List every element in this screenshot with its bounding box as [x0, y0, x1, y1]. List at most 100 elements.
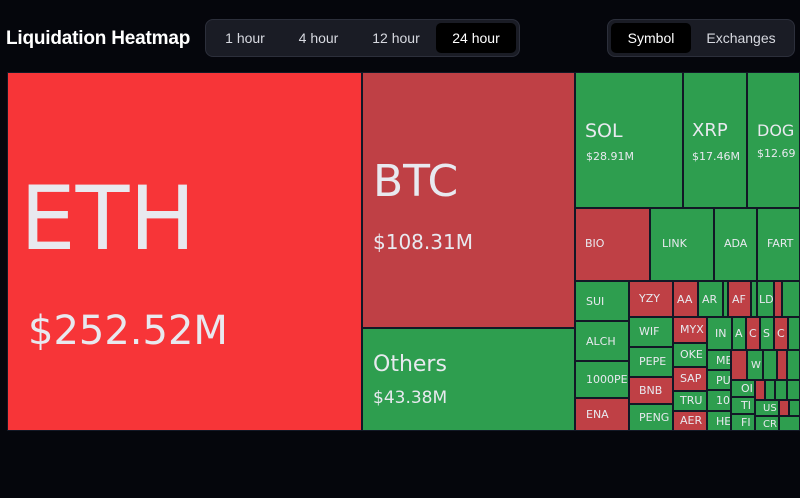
heatmap-tile-btc[interactable]: BTC $108.31M [362, 72, 575, 328]
heatmap-tile-sui[interactable]: SUI [575, 281, 629, 321]
heatmap-tile-small[interactable] [787, 350, 800, 380]
time-filter-group: 1 hour 4 hour 12 hour 24 hour [205, 19, 520, 57]
tile-symbol: ALCH [586, 335, 616, 348]
tile-symbol: BIO [585, 237, 605, 250]
tile-symbol: XRP [692, 120, 728, 141]
heatmap-tile-small[interactable] [775, 380, 787, 400]
view-mode-symbol[interactable]: Symbol [611, 23, 691, 53]
tile-symbol: BNB [639, 384, 663, 397]
heatmap-tile-me[interactable]: ME [707, 350, 731, 370]
heatmap-tile-tru[interactable]: TRU [673, 391, 707, 411]
heatmap-tile-c[interactable]: C [746, 317, 760, 350]
tile-value: $17.46M [692, 150, 740, 163]
heatmap-tile-w[interactable]: W [747, 350, 763, 380]
heatmap-tile-small[interactable] [723, 281, 728, 317]
tile-value: $12.69 [757, 147, 796, 160]
heatmap-tile-us[interactable]: US [755, 400, 779, 416]
heatmap-tile-aa[interactable]: AA [673, 281, 698, 317]
time-filter-1-hour[interactable]: 1 hour [225, 30, 265, 46]
tile-value: $108.31M [373, 230, 473, 254]
heatmap-tile-small[interactable] [755, 380, 765, 400]
heatmap-tile-he[interactable]: HE [707, 411, 731, 431]
heatmap-tile-alch[interactable]: ALCH [575, 321, 629, 361]
heatmap-tile-small[interactable] [731, 350, 747, 380]
tile-symbol: MYX [680, 323, 704, 336]
tile-symbol: LD [759, 293, 774, 306]
heatmap-tile-a[interactable]: A [732, 317, 746, 350]
tile-symbol: SOL [585, 120, 623, 142]
heatmap-tile-pepe[interactable]: PEPE [629, 347, 673, 377]
tile-symbol: AER [680, 414, 703, 427]
heatmap-tile-ti[interactable]: TI [731, 397, 755, 414]
heatmap-tile-small[interactable] [788, 317, 800, 350]
heatmap-tile-small[interactable] [777, 350, 787, 380]
liquidation-heatmap: ETH $252.52M BTC $108.31M Others $43.38M… [7, 72, 800, 431]
time-filter-4-hour[interactable]: 4 hour [298, 30, 339, 46]
heatmap-tile-oke[interactable]: OKE [673, 343, 707, 367]
time-filter-12-hour[interactable]: 12 hour [372, 30, 420, 46]
heatmap-tile-s[interactable]: S [760, 317, 774, 350]
heatmap-tile-c[interactable]: C [774, 317, 788, 350]
tile-symbol: BTC [373, 156, 459, 207]
heatmap-tile-fi[interactable]: FI [731, 414, 755, 431]
heatmap-tile-eth[interactable]: ETH $252.52M [7, 72, 362, 431]
heatmap-tile-10[interactable]: 10 [707, 390, 731, 411]
heatmap-tile-bio[interactable]: BIO [575, 208, 650, 281]
heatmap-tile-small[interactable] [763, 350, 777, 380]
tile-symbol: PEPE [639, 355, 667, 368]
tile-symbol: FART [767, 237, 794, 250]
heatmap-tile-af[interactable]: AF [728, 281, 751, 317]
tile-symbol: SUI [586, 295, 605, 308]
heatmap-tile-aer[interactable]: AER [673, 411, 707, 431]
heatmap-tile-others[interactable]: Others $43.38M [362, 328, 575, 431]
page-title: Liquidation Heatmap [6, 28, 191, 49]
tile-symbol: US [763, 403, 777, 414]
tile-symbol: HE [716, 415, 731, 428]
view-mode-exchanges[interactable]: Exchanges [706, 30, 776, 46]
heatmap-tile-pu[interactable]: PU [707, 370, 731, 390]
heatmap-tile-oi[interactable]: OI [731, 380, 755, 397]
heatmap-tile-yzy[interactable]: YZY [629, 281, 673, 317]
heatmap-tile-myx[interactable]: MYX [673, 317, 707, 343]
heatmap-tile-ena[interactable]: ENA [575, 398, 629, 431]
tile-symbol: PENG [639, 411, 670, 424]
heatmap-tile-peng[interactable]: PENG [629, 404, 673, 431]
tile-symbol: WIF [639, 325, 660, 338]
heatmap-tile-sol[interactable]: SOL $28.91M [575, 72, 683, 208]
tile-symbol: FI [741, 416, 751, 429]
tile-value: $28.91M [586, 150, 634, 163]
tile-symbol: TRU [680, 394, 703, 407]
tile-symbol: OI [741, 382, 753, 395]
view-mode-group: Symbol Exchanges [607, 19, 795, 57]
heatmap-tile-wif[interactable]: WIF [629, 317, 673, 347]
heatmap-tile-small[interactable] [774, 281, 782, 317]
tile-symbol: TI [741, 399, 751, 412]
tile-symbol: IN [715, 327, 727, 340]
heatmap-tile-small[interactable] [779, 400, 789, 416]
heatmap-tile-doge[interactable]: DOG $12.69 [747, 72, 800, 208]
heatmap-tile-cr[interactable]: CR [755, 416, 779, 431]
heatmap-tile-small[interactable] [789, 400, 800, 416]
heatmap-tile-ar[interactable]: AR [698, 281, 723, 317]
heatmap-tile-ada[interactable]: ADA [714, 208, 757, 281]
heatmap-tile-fart[interactable]: FART [757, 208, 800, 281]
heatmap-tile-small[interactable] [779, 416, 800, 431]
tile-symbol: A [735, 327, 743, 340]
tile-symbol: 10 [716, 394, 730, 407]
tile-symbol: PU [716, 374, 731, 387]
heatmap-tile-small[interactable] [751, 281, 757, 317]
heatmap-tile-small[interactable] [782, 281, 800, 317]
time-filter-24-hour[interactable]: 24 hour [436, 23, 516, 53]
heatmap-tile-small[interactable] [765, 380, 775, 400]
tile-symbol: SAP [680, 372, 702, 385]
tile-symbol: Others [373, 352, 447, 377]
heatmap-tile-sap[interactable]: SAP [673, 367, 707, 391]
heatmap-tile-link[interactable]: LINK [650, 208, 714, 281]
heatmap-tile-ld[interactable]: LD [757, 281, 774, 317]
heatmap-tile-in[interactable]: IN [707, 317, 732, 350]
heatmap-tile-1000pepe[interactable]: 1000PEP [575, 361, 629, 398]
heatmap-tile-xrp[interactable]: XRP $17.46M [683, 72, 747, 208]
heatmap-tile-bnb[interactable]: BNB [629, 377, 673, 404]
heatmap-tile-small[interactable] [787, 380, 800, 400]
tile-value: $43.38M [373, 388, 448, 408]
